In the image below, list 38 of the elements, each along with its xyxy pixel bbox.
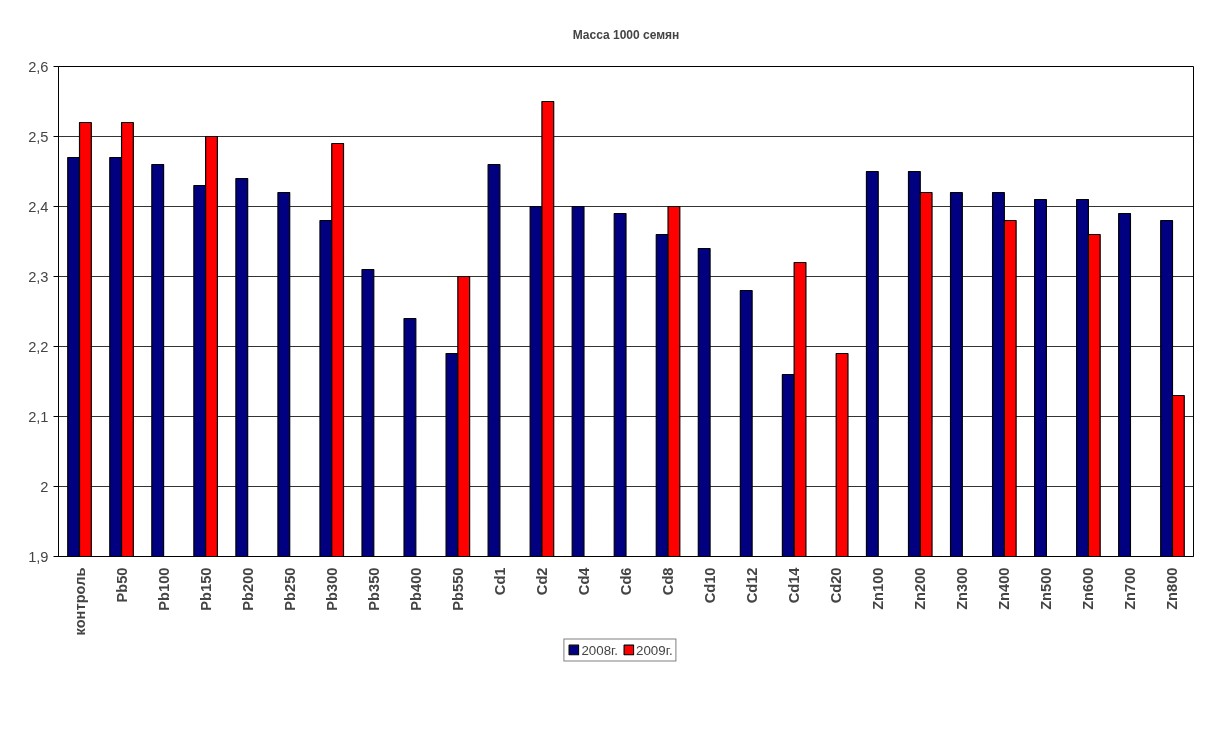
x-tick-label: Cd14 bbox=[786, 566, 803, 604]
x-tick-label: Cd10 bbox=[702, 567, 719, 604]
x-tick-label: Pb550 bbox=[449, 567, 466, 611]
y-tick-label: 2,6 bbox=[28, 58, 49, 75]
x-tick-label: Pb150 bbox=[197, 567, 214, 611]
y-tick-label: 2,2 bbox=[28, 338, 49, 355]
legend-label: 2008г. bbox=[581, 642, 618, 657]
x-tick-label: Pb200 bbox=[239, 567, 256, 611]
x-tick-label: Pb300 bbox=[323, 567, 340, 611]
y-tick-label: 2,4 bbox=[28, 198, 49, 215]
chart-title: Масса 1000 семян bbox=[572, 27, 680, 42]
x-tick-label: Pb250 bbox=[281, 567, 298, 611]
x-tick-label: Zn500 bbox=[1038, 567, 1055, 610]
x-tick-label: контроль bbox=[71, 567, 88, 636]
x-tick-label: Pb350 bbox=[365, 567, 382, 611]
y-tick-label: 2 bbox=[40, 478, 49, 495]
y-tick-label: 2,3 bbox=[28, 268, 49, 285]
x-tick-label: Cd4 bbox=[575, 566, 592, 596]
x-tick-label: Zn800 bbox=[1164, 567, 1181, 610]
y-tick-label: 1,9 bbox=[28, 548, 49, 565]
x-tick-label: Zn300 bbox=[954, 567, 971, 610]
x-tick-label: Pb400 bbox=[407, 567, 424, 611]
x-tick-label: Cd2 bbox=[533, 567, 550, 596]
x-tick-label: Zn100 bbox=[870, 567, 887, 610]
x-tick-label: Zn200 bbox=[912, 567, 929, 610]
y-tick-label: 2,5 bbox=[28, 128, 49, 145]
x-tick-label: Cd1 bbox=[491, 567, 508, 596]
x-tick-label: Pb50 bbox=[113, 567, 130, 603]
x-tick-label: Zn600 bbox=[1080, 567, 1097, 610]
legend-label: 2009г. bbox=[636, 642, 673, 657]
x-tick-label: Cd6 bbox=[618, 567, 634, 596]
x-tick-label: Cd12 bbox=[744, 567, 761, 604]
x-tick-label: Zn400 bbox=[996, 567, 1013, 610]
x-tick-label: Pb100 bbox=[155, 567, 172, 611]
x-tick-label: Zn700 bbox=[1122, 567, 1139, 610]
x-tick-label: Cd8 bbox=[660, 567, 677, 596]
x-tick-label: Cd20 bbox=[828, 567, 845, 604]
y-tick-label: 2,1 bbox=[28, 408, 49, 425]
